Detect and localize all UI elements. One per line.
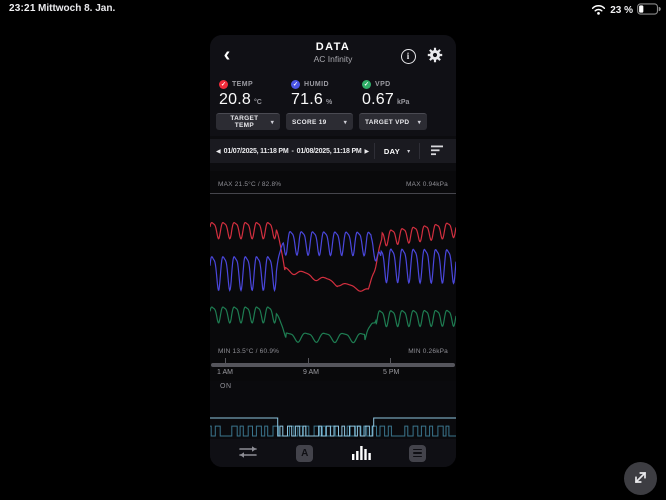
chart-min-row: MIN 13.5°C / 60.9% MIN 0.26kPa xyxy=(210,348,456,355)
page-subtitle: AC Infinity xyxy=(313,54,353,64)
dropdown-label: TARGET TEMP xyxy=(230,115,259,129)
info-icon: i xyxy=(400,48,416,64)
prev-range-button[interactable]: ◀ xyxy=(216,148,221,155)
metric-label: HUMID xyxy=(304,81,329,88)
chart-section: MAX 21.5°C / 82.8% MAX 0.94kPa MIN 13.5°… xyxy=(210,171,456,381)
max-temp-humid-label: MAX 21.5°C / 82.8% xyxy=(218,181,282,188)
range-end: 01/08/2025, 11:18 PM xyxy=(296,147,362,155)
status-date: Mittwoch 8. Jan. xyxy=(38,3,116,14)
vpd-unit: kPa xyxy=(396,99,410,106)
battery-percent: 23 % xyxy=(610,5,633,16)
range-separator: - xyxy=(291,147,294,155)
x-tick-label: 5 PM xyxy=(383,369,400,376)
wifi-icon xyxy=(591,4,606,18)
score-dropdown[interactable]: SCORE 19 ▾ xyxy=(286,113,353,130)
log-list-icon xyxy=(409,444,427,462)
chevron-down-icon: ▾ xyxy=(407,148,411,155)
settings-button[interactable] xyxy=(425,46,445,66)
nav-controls-tab[interactable] xyxy=(235,441,261,465)
bottom-nav: A xyxy=(210,439,456,467)
device-state-section: ON xyxy=(210,381,456,439)
page-title: DATA xyxy=(315,41,351,53)
temp-value: 20.8 xyxy=(219,91,251,108)
axis-tick xyxy=(308,358,309,363)
metric-humid[interactable]: ✓ HUMID 71.6 % xyxy=(291,80,361,109)
temp-unit: °C xyxy=(253,99,262,106)
metric-label: VPD xyxy=(375,81,391,88)
status-time: 23:21 xyxy=(9,3,36,14)
target-temp-dropdown[interactable]: TARGET TEMP ▾ xyxy=(216,113,280,130)
resize-diagonal-icon xyxy=(632,469,649,489)
divider xyxy=(374,143,375,159)
device-state-chart xyxy=(210,417,456,437)
title-wrap: DATA AC Infinity xyxy=(210,41,456,64)
app-panel: ‹ DATA AC Infinity i xyxy=(210,35,456,467)
vpd-check-icon: ✓ xyxy=(362,80,371,89)
chevron-down-icon: ▾ xyxy=(417,119,421,126)
date-range-row: ◀ 01/07/2025, 11:18 PM - 01/08/2025, 11:… xyxy=(210,139,456,163)
chevron-down-icon: ▾ xyxy=(343,119,347,126)
target-vpd-dropdown[interactable]: TARGET VPD ▾ xyxy=(359,113,427,130)
chart-scrollbar[interactable] xyxy=(211,363,455,367)
humid-check-icon: ✓ xyxy=(291,80,300,89)
date-range[interactable]: ◀ 01/07/2025, 11:18 PM - 01/08/2025, 11:… xyxy=(210,148,374,155)
chart-max-row: MAX 21.5°C / 82.8% MAX 0.94kPa xyxy=(210,181,456,188)
vpd-value: 0.67 xyxy=(362,91,394,108)
interval-dropdown[interactable]: DAY ▾ xyxy=(375,147,419,156)
chart-options-button[interactable] xyxy=(420,144,456,159)
dropdown-label: TARGET VPD xyxy=(365,118,410,126)
max-vpd-label: MAX 0.94kPa xyxy=(406,181,448,188)
next-range-button[interactable]: ▶ xyxy=(364,148,370,155)
x-axis-labels: 1 AM 9 AM 5 PM xyxy=(210,369,456,379)
chevron-down-icon: ▾ xyxy=(270,119,274,126)
expand-button[interactable] xyxy=(624,462,657,495)
main-line-chart[interactable] xyxy=(210,193,456,347)
x-tick-label: 1 AM xyxy=(217,369,233,376)
temp-check-icon: ✓ xyxy=(219,80,228,89)
divider xyxy=(419,143,420,159)
metrics-row: ✓ TEMP 20.8 °C ✓ HUMID 71.6 % xyxy=(210,78,456,112)
axis-tick xyxy=(225,358,226,363)
sort-lines-icon xyxy=(431,144,445,159)
gear-icon xyxy=(426,47,444,67)
interval-label: DAY xyxy=(383,146,401,156)
metric-temp[interactable]: ✓ TEMP 20.8 °C xyxy=(219,80,289,109)
axis-ticks xyxy=(210,358,456,363)
min-temp-humid-label: MIN 13.5°C / 60.9% xyxy=(218,348,280,355)
humid-value: 71.6 xyxy=(291,91,323,108)
metric-vpd[interactable]: ✓ VPD 0.67 kPa xyxy=(362,80,432,109)
humid-unit: % xyxy=(325,99,333,106)
metric-label: TEMP xyxy=(232,81,254,88)
nav-data-tab-active[interactable] xyxy=(348,441,374,465)
bar-chart-icon xyxy=(351,444,371,463)
x-tick-label: 9 AM xyxy=(303,369,319,376)
nav-log-tab[interactable] xyxy=(405,441,431,465)
min-vpd-label: MIN 0.26kPa xyxy=(408,348,448,355)
axis-tick xyxy=(390,358,391,363)
range-start: 01/07/2025, 11:18 PM xyxy=(223,147,289,155)
back-button[interactable]: ‹ xyxy=(216,43,238,67)
status-bar: 23:21 Mittwoch 8. Jan. 23 % xyxy=(0,3,666,17)
sliders-icon xyxy=(238,444,258,463)
info-button[interactable]: i xyxy=(398,46,418,66)
automation-a-icon: A xyxy=(296,444,314,462)
app-header: ‹ DATA AC Infinity i xyxy=(210,35,456,78)
dropdown-label: SCORE 19 xyxy=(292,118,327,126)
back-chevron-icon: ‹ xyxy=(223,44,231,66)
on-label: ON xyxy=(220,383,232,390)
filters-row: TARGET TEMP ▾ SCORE 19 ▾ TARGET VPD ▾ xyxy=(210,113,456,131)
nav-automation-tab[interactable]: A xyxy=(292,441,318,465)
battery-icon xyxy=(637,3,661,18)
status-right: 23 % xyxy=(591,3,661,18)
